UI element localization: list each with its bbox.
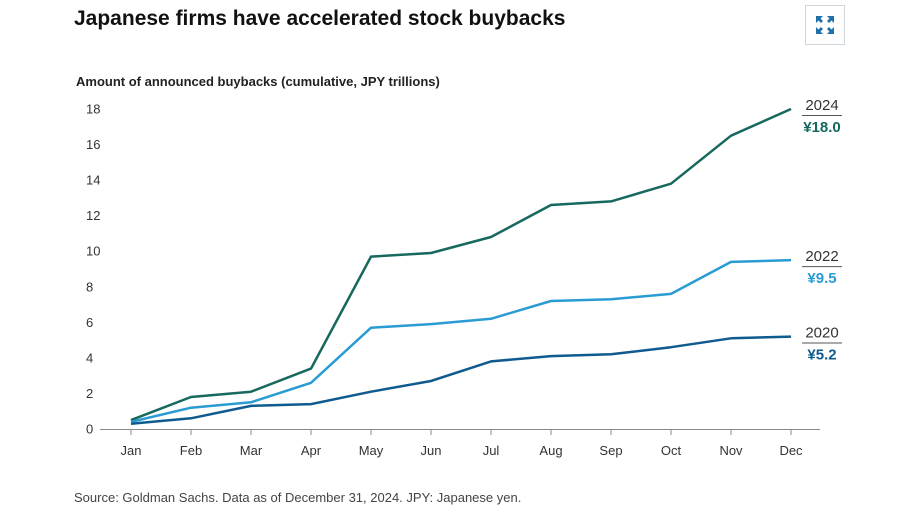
x-tick-label: Apr (301, 443, 322, 458)
x-tick-label: Jan (121, 443, 142, 458)
series-line-2020 (130, 335, 792, 425)
y-tick-label: 16 (86, 137, 100, 152)
x-tick-label: Mar (240, 443, 263, 458)
series-line-2024 (130, 107, 792, 422)
series-lines (130, 107, 792, 425)
x-tick-label: Feb (180, 443, 202, 458)
series-value-2022: ¥9.5 (807, 270, 836, 287)
x-tick-label: Dec (779, 443, 803, 458)
y-tick-label: 10 (86, 244, 100, 259)
expand-arrows-icon (816, 16, 834, 34)
y-tick-label: 18 (86, 102, 100, 117)
x-tick-label: Oct (661, 443, 682, 458)
y-tick-label: 8 (86, 279, 93, 294)
series-end-labels: 2024 ¥18.0 2022 ¥9.5 2020 ¥5.2 (802, 97, 842, 364)
series-value-2020: ¥5.2 (807, 347, 836, 364)
x-tick-label: Jul (483, 443, 500, 458)
expand-button[interactable] (805, 5, 845, 45)
x-tick-label: Jun (421, 443, 442, 458)
x-tick-label: Aug (539, 443, 562, 458)
y-tick-label: 6 (86, 315, 93, 330)
chart-title: Japanese firms have accelerated stock bu… (74, 7, 566, 30)
y-tick-label: 2 (86, 386, 93, 401)
series-value-2024: ¥18.0 (803, 119, 841, 136)
y-tick-label: 4 (86, 350, 93, 365)
source-note: Source: Goldman Sachs. Data as of Decemb… (74, 490, 522, 505)
y-tick-label: 14 (86, 173, 100, 188)
y-tick-label: 12 (86, 208, 100, 223)
series-line-2022 (130, 258, 792, 424)
x-tick-label: Nov (719, 443, 743, 458)
axes: 0 2 4 6 8 10 12 14 16 18 Jan Feb Mar Apr May Jun Jul Aug S… (86, 102, 820, 458)
series-label-2020: 2020 (805, 325, 838, 342)
x-tick-label: Sep (599, 443, 622, 458)
y-tick-label: 0 (86, 422, 93, 437)
x-tick-label: May (359, 443, 384, 458)
series-label-2024: 2024 (805, 97, 838, 114)
y-axis-label: Amount of announced buybacks (cumulative… (76, 74, 440, 89)
series-label-2022: 2022 (805, 248, 838, 265)
